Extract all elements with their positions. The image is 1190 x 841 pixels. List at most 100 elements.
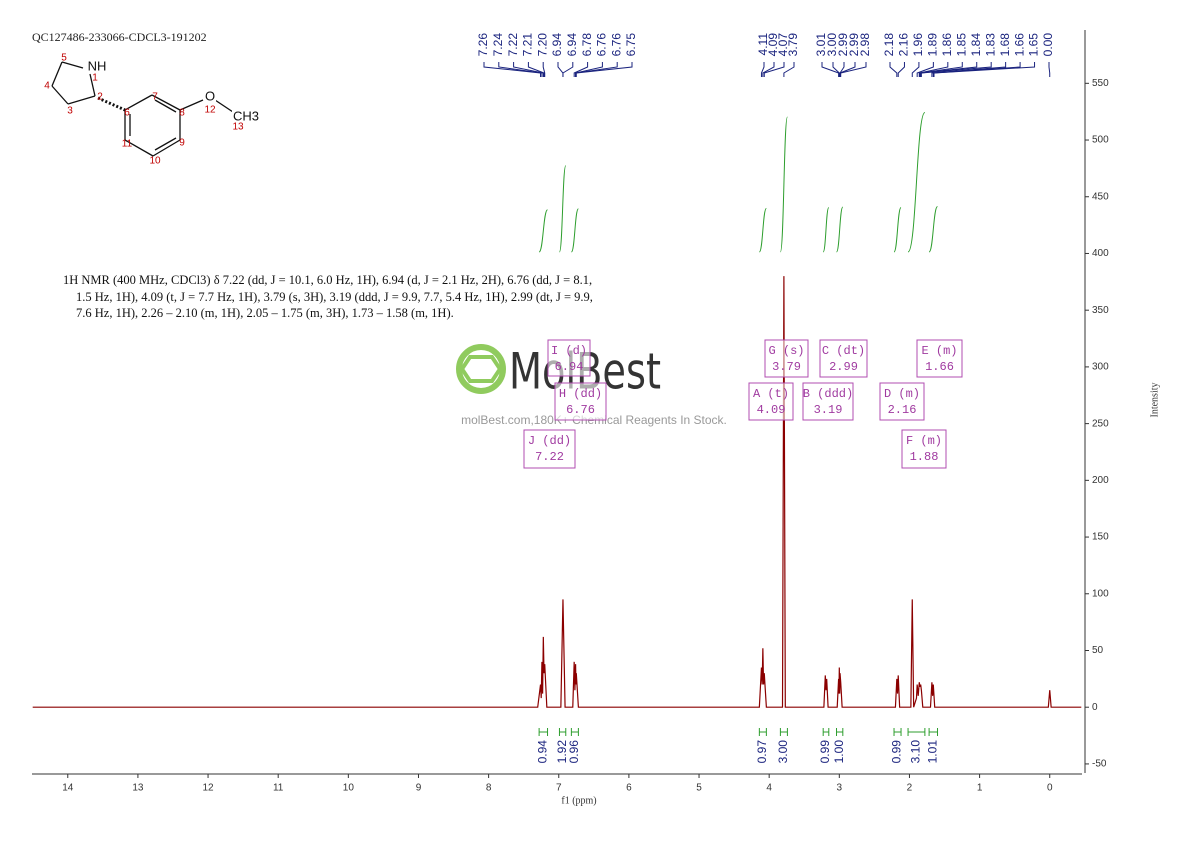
x-tick-label: 11 xyxy=(273,783,284,794)
multiplet-shift: 1.88 xyxy=(910,450,939,464)
x-tick-label: 3 xyxy=(837,783,843,794)
peak-connector xyxy=(527,62,545,77)
peak-label: 7.22 xyxy=(506,33,520,57)
multiplet-box xyxy=(554,382,607,421)
atom-number: 6 xyxy=(124,108,130,119)
peak-label: 0.00 xyxy=(1041,33,1055,57)
y-axis-label: Intensity xyxy=(1149,383,1160,418)
integral-curve xyxy=(907,112,926,253)
peak-label: 1.86 xyxy=(940,33,954,57)
nmr-description: 1.5 Hz, 1H), 4.09 (t, J = 7.7 Hz, 1H), 3… xyxy=(76,290,593,304)
multiplet-shift: 7.22 xyxy=(535,450,564,464)
atom-number: 13 xyxy=(232,122,244,133)
peak-label: 6.75 xyxy=(624,33,638,57)
peak-connector xyxy=(762,62,775,77)
peak-connector xyxy=(542,62,546,77)
multiplet-label: C (dt) xyxy=(822,344,865,358)
peak-label: 2.99 xyxy=(847,33,861,57)
integral-label: 0.94 xyxy=(535,740,549,764)
peak-connector xyxy=(889,62,898,77)
peak-label: 1.85 xyxy=(954,33,968,57)
peak-label: 2.18 xyxy=(882,33,896,57)
peak-label: 7.20 xyxy=(535,33,549,57)
atom-number: 3 xyxy=(67,106,73,117)
atom-label: CH3 xyxy=(233,108,259,123)
multiplet-label: J (dd) xyxy=(528,434,571,448)
y-tick-label: 250 xyxy=(1092,418,1109,429)
peak-connector xyxy=(513,62,544,77)
peak-connector xyxy=(897,62,905,77)
peak-connector xyxy=(760,62,765,77)
peak-connector xyxy=(839,62,856,77)
integral-label: 1.00 xyxy=(832,740,846,764)
atom-bg xyxy=(86,58,108,74)
peak-connector xyxy=(575,62,633,77)
peak-label: 1.96 xyxy=(911,33,925,57)
peak-connector xyxy=(483,62,542,77)
y-tick-label: 350 xyxy=(1092,305,1109,316)
y-tick-label: 150 xyxy=(1092,532,1109,543)
peak-label: 1.68 xyxy=(998,33,1012,57)
peak-connector xyxy=(840,62,867,77)
integral-bracket xyxy=(822,728,830,736)
integral-label: 3.00 xyxy=(776,740,790,764)
x-tick-label: 1 xyxy=(977,783,983,794)
atom-number: 12 xyxy=(204,105,216,116)
x-tick-label: 12 xyxy=(202,783,214,794)
multiplet-box xyxy=(916,339,963,378)
peak-connector xyxy=(821,62,840,77)
y-tick-label: 200 xyxy=(1092,475,1109,486)
peak-connector xyxy=(498,62,543,77)
integral-bracket xyxy=(538,728,549,736)
y-tick-label: 100 xyxy=(1092,588,1109,599)
multiplet-box xyxy=(523,429,576,469)
x-tick-label: 9 xyxy=(416,783,422,794)
atom-number: 10 xyxy=(149,156,161,167)
y-tick-label: 50 xyxy=(1092,645,1104,656)
integral-curve xyxy=(538,209,549,253)
integral-curve xyxy=(779,116,788,253)
integral-bracket xyxy=(558,728,567,736)
integral-bracket xyxy=(836,728,844,736)
integral-curve xyxy=(758,207,767,253)
atom-number: 9 xyxy=(179,138,185,149)
integral-label: 1.92 xyxy=(555,740,569,764)
atom-number: 4 xyxy=(44,81,50,92)
multiplet-box xyxy=(819,339,868,378)
peak-connector xyxy=(763,62,785,77)
integral-bracket xyxy=(928,728,939,736)
multiplet-label: G (s) xyxy=(768,344,804,358)
peak-label: 7.26 xyxy=(476,33,490,57)
peak-connector xyxy=(916,62,934,77)
peak-connector xyxy=(918,62,949,77)
integral-label: 0.99 xyxy=(890,740,904,764)
atom-number: 7 xyxy=(152,92,158,103)
peak-label: 3.00 xyxy=(825,33,839,57)
integral-bracket xyxy=(758,728,767,736)
peak-label: 6.94 xyxy=(565,33,579,57)
peak-label: 1.66 xyxy=(1012,33,1026,57)
integral-label: 0.97 xyxy=(755,740,769,764)
peak-connector xyxy=(911,62,920,77)
x-tick-label: 2 xyxy=(907,783,913,794)
integral-curve xyxy=(822,206,830,253)
multiplet-shift: 3.79 xyxy=(772,360,801,374)
peak-label: 4.07 xyxy=(776,33,790,57)
y-tick-label: 550 xyxy=(1092,78,1109,89)
multiplet-shift: 2.16 xyxy=(888,403,917,417)
multiplet-shift: 6.76 xyxy=(566,403,595,417)
multiplet-shift: 6.94 xyxy=(555,360,584,374)
peak-label: 1.83 xyxy=(983,33,997,57)
multiplet-label: A (t) xyxy=(753,387,789,401)
y-tick-label: 450 xyxy=(1092,191,1109,202)
atom-bg xyxy=(231,108,261,124)
x-tick-label: 10 xyxy=(343,783,355,794)
peak-label: 4.09 xyxy=(766,33,780,57)
multiplet-box xyxy=(901,429,947,469)
x-tick-label: 4 xyxy=(766,783,772,794)
x-axis-label: f1 (ppm) xyxy=(561,795,596,806)
peak-label: 1.65 xyxy=(1027,33,1041,57)
peak-label: 6.76 xyxy=(609,33,623,57)
atom-label: O xyxy=(205,88,215,103)
